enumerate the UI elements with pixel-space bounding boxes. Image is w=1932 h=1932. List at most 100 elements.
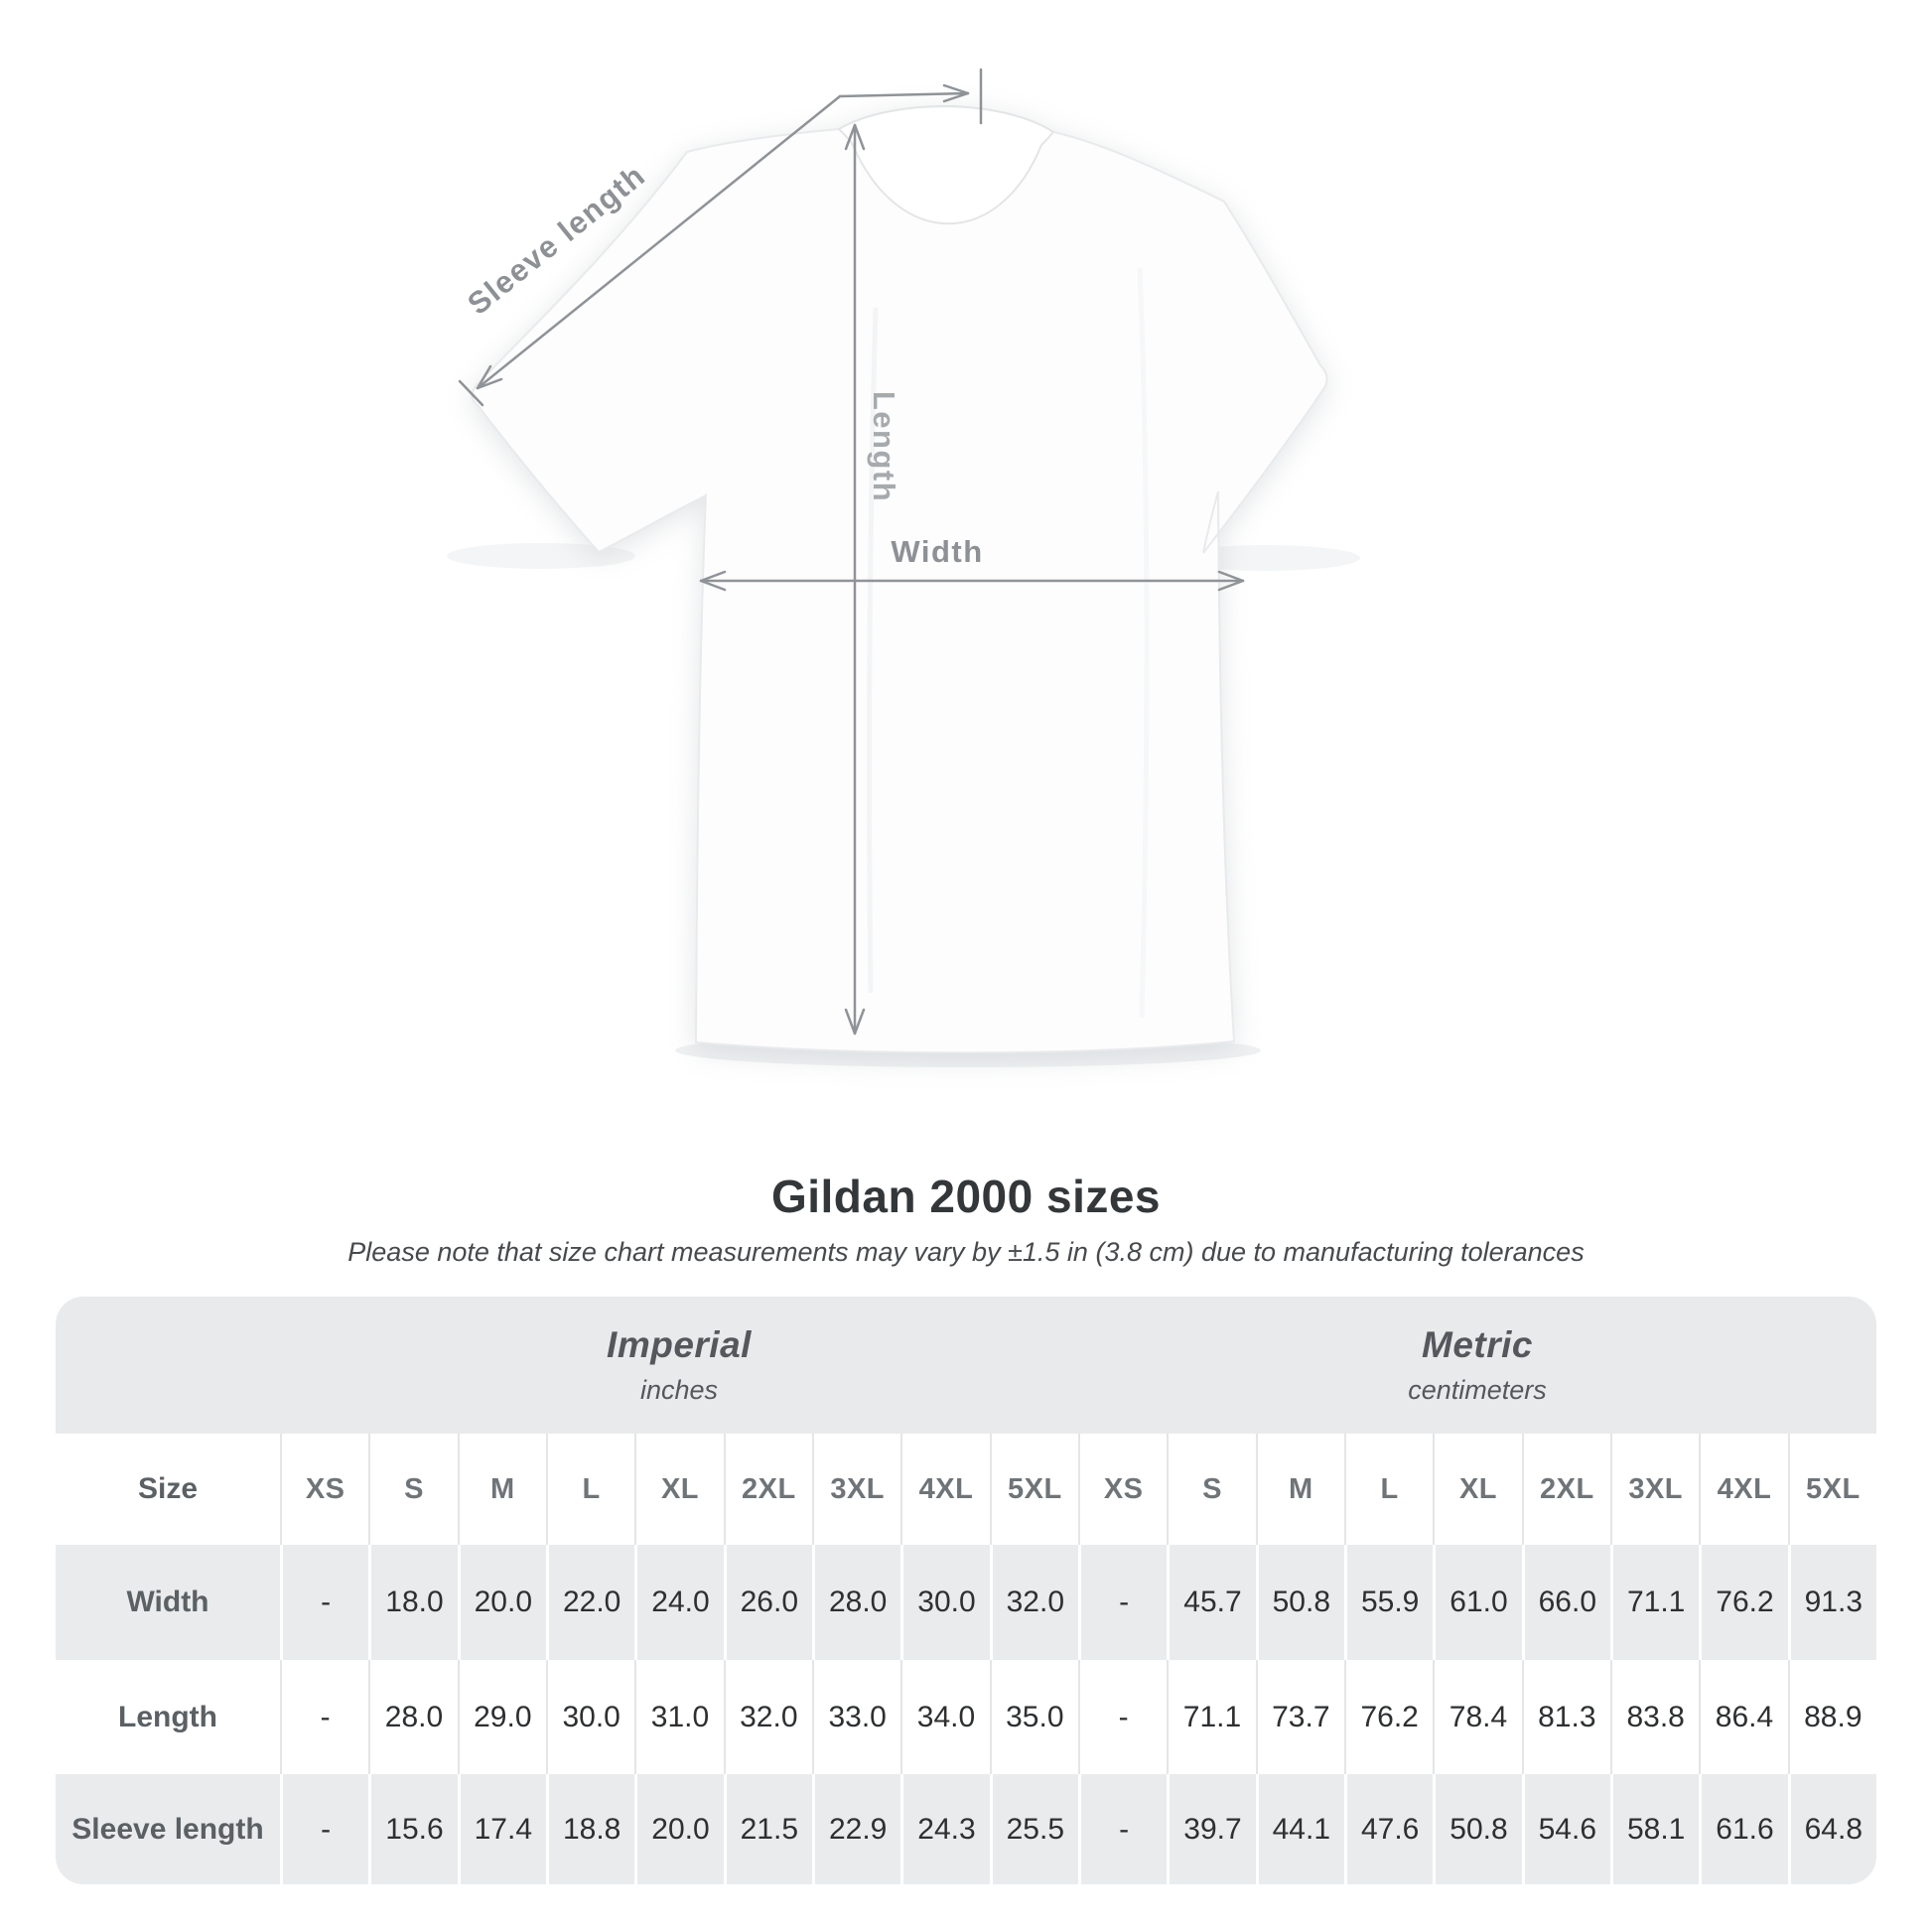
metric-value-cell: 47.6 <box>1344 1774 1433 1884</box>
metric-value-cell: 54.6 <box>1521 1774 1610 1884</box>
metric-value-cell: 83.8 <box>1610 1660 1699 1774</box>
imperial-value-cell: 18.0 <box>368 1545 457 1660</box>
size-header-cell: S <box>1167 1434 1255 1545</box>
imperial-value-cell: 20.0 <box>634 1774 723 1884</box>
metric-value-cell: 61.6 <box>1699 1774 1787 1884</box>
size-header-cell: XL <box>634 1434 723 1545</box>
imperial-value-cell: 28.0 <box>812 1545 900 1660</box>
metric-value-cell: 61.0 <box>1433 1545 1521 1660</box>
metric-value-cell: - <box>1078 1545 1167 1660</box>
length-label: Length <box>867 391 901 502</box>
tshirt-body <box>471 105 1328 1054</box>
tshirt-illustration <box>471 105 1328 1054</box>
imperial-value-cell: 20.0 <box>457 1545 546 1660</box>
imperial-value-cell: 31.0 <box>634 1660 723 1774</box>
sleeve-length-dimension-line <box>458 68 983 407</box>
imperial-value-cell: 29.0 <box>457 1660 546 1774</box>
metric-value-cell: 91.3 <box>1787 1545 1876 1660</box>
imperial-value-cell: 24.3 <box>900 1774 989 1884</box>
metric-value-cell: 66.0 <box>1521 1545 1610 1660</box>
width-dimension-line <box>699 570 1245 592</box>
group-unit-centimeters: centimeters <box>1408 1375 1547 1405</box>
metric-value-cell: 39.7 <box>1167 1774 1255 1884</box>
size-header-cell: S <box>368 1434 457 1545</box>
fabric-crease <box>867 307 879 994</box>
size-corner-header: Size <box>137 1472 199 1505</box>
measurement-row-label: Sleeve length <box>71 1812 264 1846</box>
imperial-value-cell: 25.5 <box>989 1774 1078 1884</box>
metric-value-cell: 76.2 <box>1699 1545 1787 1660</box>
size-header-cell: XS <box>1078 1434 1167 1545</box>
metric-value-cell: - <box>1078 1660 1167 1774</box>
unit-group-header-row: Imperial inches Metric centimeters <box>56 1297 1876 1434</box>
size-header-cell: L <box>546 1434 634 1545</box>
metric-value-cell: 71.1 <box>1610 1545 1699 1660</box>
measurement-row-label: Width <box>126 1586 209 1618</box>
metric-value-cell: 44.1 <box>1255 1774 1344 1884</box>
imperial-value-cell: 22.9 <box>812 1774 900 1884</box>
metric-value-cell: 64.8 <box>1787 1774 1876 1884</box>
imperial-value-cell: - <box>280 1774 368 1884</box>
metric-value-cell: 50.8 <box>1433 1774 1521 1884</box>
metric-value-cell: 73.7 <box>1255 1660 1344 1774</box>
group-header-spacer <box>56 1297 280 1434</box>
size-header-cell: XL <box>1433 1434 1521 1545</box>
group-unit-inches: inches <box>639 1375 719 1405</box>
length-dimension-line <box>844 123 866 1035</box>
length-row: Length -28.0 29.0 30.0 31.0 32.0 33.0 34.0 35.0-… <box>56 1660 1876 1774</box>
metric-value-cell: 58.1 <box>1610 1774 1699 1884</box>
metric-value-cell: 88.9 <box>1787 1660 1876 1774</box>
metric-value-cell: 78.4 <box>1433 1660 1521 1774</box>
imperial-value-cell: 30.0 <box>900 1545 989 1660</box>
metric-value-cell: 45.7 <box>1167 1545 1255 1660</box>
size-header-cell: L <box>1344 1434 1433 1545</box>
width-label: Width <box>891 534 983 569</box>
imperial-value-cell: 26.0 <box>723 1545 812 1660</box>
imperial-value-cell: 24.0 <box>634 1545 723 1660</box>
imperial-value-cell: 33.0 <box>812 1660 900 1774</box>
size-header-cell: 4XL <box>900 1434 989 1545</box>
imperial-value-cell: - <box>280 1545 368 1660</box>
group-name-metric: Metric <box>1422 1324 1533 1365</box>
imperial-value-cell: 22.0 <box>546 1545 634 1660</box>
measurement-row-label: Length <box>118 1700 217 1733</box>
size-header-cell: M <box>1255 1434 1344 1545</box>
group-header-metric: Metric centimeters <box>1078 1297 1876 1434</box>
size-header-cell: 2XL <box>723 1434 812 1545</box>
imperial-value-cell: 32.0 <box>989 1545 1078 1660</box>
imperial-value-cell: 15.6 <box>368 1774 457 1884</box>
imperial-value-cell: 18.8 <box>546 1774 634 1884</box>
size-header-cell: XS <box>280 1434 368 1545</box>
imperial-value-cell: 34.0 <box>900 1660 989 1774</box>
metric-value-cell: 50.8 <box>1255 1545 1344 1660</box>
metric-value-cell: 86.4 <box>1699 1660 1787 1774</box>
size-header-cell: 3XL <box>812 1434 900 1545</box>
size-header-cell: 2XL <box>1521 1434 1610 1545</box>
fabric-crease <box>1137 267 1150 1019</box>
size-header-cell: 4XL <box>1699 1434 1787 1545</box>
imperial-value-cell: 30.0 <box>546 1660 634 1774</box>
imperial-value-cell: - <box>280 1660 368 1774</box>
metric-value-cell: 71.1 <box>1167 1660 1255 1774</box>
page-subtitle: Please note that size chart measurements… <box>347 1237 1585 1267</box>
metric-value-cell: - <box>1078 1774 1167 1884</box>
page-title: Gildan 2000 sizes <box>770 1171 1162 1222</box>
tshirt-size-diagram: Sleeve length Length Width <box>447 68 1360 1067</box>
imperial-value-cell: 32.0 <box>723 1660 812 1774</box>
metric-value-cell: 76.2 <box>1344 1660 1433 1774</box>
sleeve-length-row: Sleeve length -15.6 17.4 18.8 20.0 21.5 22.9 24… <box>56 1774 1876 1884</box>
imperial-value-cell: 35.0 <box>989 1660 1078 1774</box>
imperial-value-cell: 28.0 <box>368 1660 457 1774</box>
imperial-value-cell: 17.4 <box>457 1774 546 1884</box>
size-header-cell: 5XL <box>1787 1434 1876 1545</box>
size-header-cell: 5XL <box>989 1434 1078 1545</box>
size-header-cell: 3XL <box>1610 1434 1699 1545</box>
group-header-imperial: Imperial inches <box>280 1297 1078 1434</box>
size-header-row: Size XS S M L XL 2XL 3XL 4XL 5XL XS S M L XL 2XL 3XL 4XL 5… <box>56 1434 1876 1545</box>
metric-value-cell: 55.9 <box>1344 1545 1433 1660</box>
collar-band <box>837 105 1055 225</box>
metric-value-cell: 81.3 <box>1521 1660 1610 1774</box>
group-name-imperial: Imperial <box>607 1324 752 1365</box>
size-chart-table: Imperial inches Metric centimeters Size X… <box>56 1297 1876 1884</box>
